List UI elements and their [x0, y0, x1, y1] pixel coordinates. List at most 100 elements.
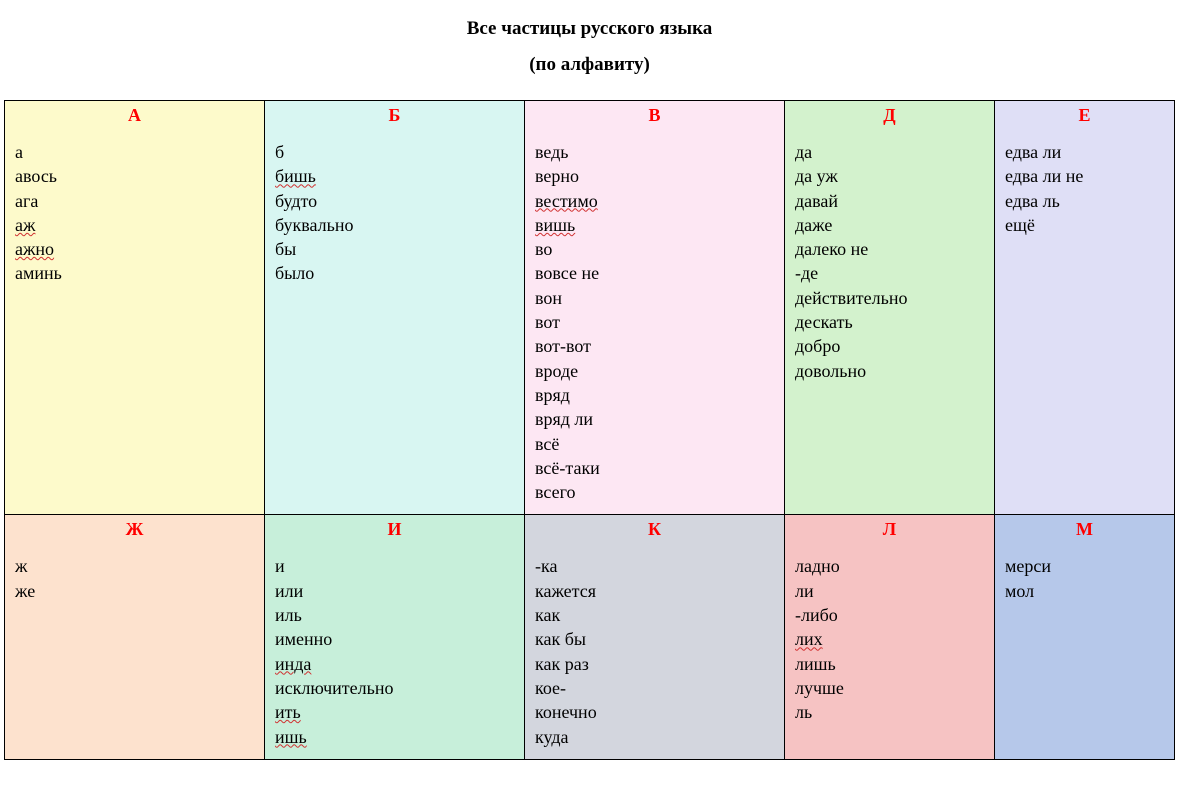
particles-table: А аавосьагаажажноаминь Б ббишьбудтобуква…: [4, 100, 1175, 760]
word: вишь: [535, 213, 774, 237]
word: ж: [15, 554, 254, 578]
word: мерси: [1005, 554, 1164, 578]
word: -де: [795, 261, 984, 285]
cell-Д: Д дада уждавайдажедалеко не-дедействител…: [785, 101, 995, 515]
word: добро: [795, 334, 984, 358]
letter-header: В: [535, 105, 774, 126]
word: действительно: [795, 286, 984, 310]
word: ить: [275, 700, 514, 724]
word-list: дада уждавайдажедалеко не-дедействительн…: [795, 140, 984, 383]
word: а: [15, 140, 254, 164]
word: едва ль: [1005, 189, 1164, 213]
word-list: ладноли-либолихлишьлучшель: [795, 554, 984, 724]
cell-К: К -какажетсякаккак быкак разкое-конечнок…: [525, 515, 785, 759]
word: и: [275, 554, 514, 578]
page-root: Все частицы русского языка (по алфавиту)…: [0, 0, 1179, 760]
word-list: ведьверновестимовишьвововсе невонвотвот-…: [535, 140, 774, 504]
word: ишь: [275, 725, 514, 749]
word: далеко не: [795, 237, 984, 261]
word: ажно: [15, 237, 254, 261]
cell-Ж: Ж жже: [5, 515, 265, 759]
cell-И: И иилиильименноиндаисключительноитьишь: [265, 515, 525, 759]
word-list: -какажетсякаккак быкак разкое-конечнокуд…: [535, 554, 774, 748]
word: вряд ли: [535, 407, 774, 431]
word: ага: [15, 189, 254, 213]
word: бишь: [275, 164, 514, 188]
title-block: Все частицы русского языка (по алфавиту): [0, 0, 1179, 96]
word: вот: [535, 310, 774, 334]
cell-М: М мерсимол: [995, 515, 1175, 759]
title-line-2: (по алфавиту): [0, 54, 1179, 76]
letter-header: Ж: [15, 519, 254, 540]
word: аминь: [15, 261, 254, 285]
word: исключительно: [275, 676, 514, 700]
word-list: мерсимол: [1005, 554, 1164, 603]
word: ли: [795, 579, 984, 603]
cell-Л: Л ладноли-либолихлишьлучшель: [785, 515, 995, 759]
letter-header: Д: [795, 105, 984, 126]
table-row: А аавосьагаажажноаминь Б ббишьбудтобуква…: [5, 101, 1175, 515]
word-list: аавосьагаажажноаминь: [15, 140, 254, 286]
word: лучше: [795, 676, 984, 700]
word: аж: [15, 213, 254, 237]
word: как бы: [535, 627, 774, 651]
word: бы: [275, 237, 514, 261]
word: как: [535, 603, 774, 627]
word: мол: [1005, 579, 1164, 603]
letter-header: М: [1005, 519, 1164, 540]
word: довольно: [795, 359, 984, 383]
cell-А: А аавосьагаажажноаминь: [5, 101, 265, 515]
word: -либо: [795, 603, 984, 627]
word: б: [275, 140, 514, 164]
word: лишь: [795, 652, 984, 676]
word: кажется: [535, 579, 774, 603]
word: ещё: [1005, 213, 1164, 237]
cell-В: В ведьверновестимовишьвововсе невонвотво…: [525, 101, 785, 515]
letter-header: А: [15, 105, 254, 126]
word-list: жже: [15, 554, 254, 603]
word: буквально: [275, 213, 514, 237]
word: было: [275, 261, 514, 285]
word: иль: [275, 603, 514, 627]
cell-Е: Е едва лиедва ли неедва льещё: [995, 101, 1175, 515]
word: всё-таки: [535, 456, 774, 480]
word: конечно: [535, 700, 774, 724]
word: инда: [275, 652, 514, 676]
word: да: [795, 140, 984, 164]
word: -ка: [535, 554, 774, 578]
word-list: иилиильименноиндаисключительноитьишь: [275, 554, 514, 748]
word: дескать: [795, 310, 984, 334]
word: кое-: [535, 676, 774, 700]
cell-Б: Б ббишьбудтобуквальнобыбыло: [265, 101, 525, 515]
word: едва ли не: [1005, 164, 1164, 188]
word: всё: [535, 432, 774, 456]
title-line-1: Все частицы русского языка: [0, 18, 1179, 40]
word: едва ли: [1005, 140, 1164, 164]
word: да уж: [795, 164, 984, 188]
word: куда: [535, 725, 774, 749]
letter-header: Л: [795, 519, 984, 540]
letter-header: Е: [1005, 105, 1164, 126]
word: ладно: [795, 554, 984, 578]
word: или: [275, 579, 514, 603]
word: вряд: [535, 383, 774, 407]
word: авось: [15, 164, 254, 188]
word-list: едва лиедва ли неедва льещё: [1005, 140, 1164, 237]
word: ль: [795, 700, 984, 724]
word: во: [535, 237, 774, 261]
letter-header: К: [535, 519, 774, 540]
word: вроде: [535, 359, 774, 383]
word: именно: [275, 627, 514, 651]
word: вовсе не: [535, 261, 774, 285]
word: вон: [535, 286, 774, 310]
word: будто: [275, 189, 514, 213]
word: лих: [795, 627, 984, 651]
table-row: Ж жже И иилиильименноиндаисключительноит…: [5, 515, 1175, 759]
letter-header: Б: [275, 105, 514, 126]
word: как раз: [535, 652, 774, 676]
word: давай: [795, 189, 984, 213]
word: вестимо: [535, 189, 774, 213]
word: всего: [535, 480, 774, 504]
word: даже: [795, 213, 984, 237]
word: ведь: [535, 140, 774, 164]
